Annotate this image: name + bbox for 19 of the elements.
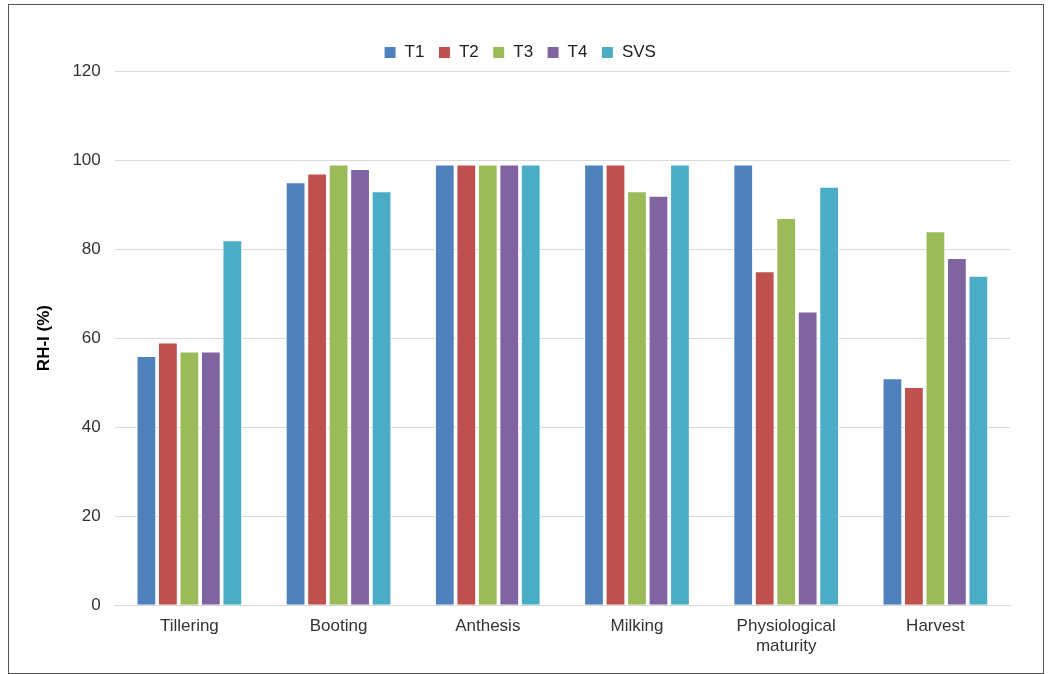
legend-label: T4 <box>567 42 588 62</box>
x-tick-label: Anthesis <box>455 616 521 636</box>
y-tick-label: 0 <box>91 594 101 614</box>
y-tick-label: 60 <box>81 327 101 347</box>
legend-label: T1 <box>404 42 425 62</box>
x-tick-label: Tillering <box>159 616 219 636</box>
x-tick-label: Physiological maturity <box>736 616 836 656</box>
x-tick-label: Harvest <box>906 616 965 636</box>
y-tick-label: 120 <box>72 60 101 80</box>
y-tick-label: 20 <box>81 505 101 525</box>
y-tick-label: 40 <box>81 416 101 436</box>
x-tick-label: Booting <box>309 616 368 636</box>
legend-label: SVS <box>621 42 656 62</box>
legend-label: T2 <box>458 42 479 62</box>
y-tick-label: 100 <box>72 149 101 169</box>
y-tick-label: 80 <box>81 238 101 258</box>
legend-label: T3 <box>513 42 534 62</box>
y-axis-title: RH-I (%) <box>33 305 53 372</box>
x-tick-label: Milking <box>610 616 664 636</box>
